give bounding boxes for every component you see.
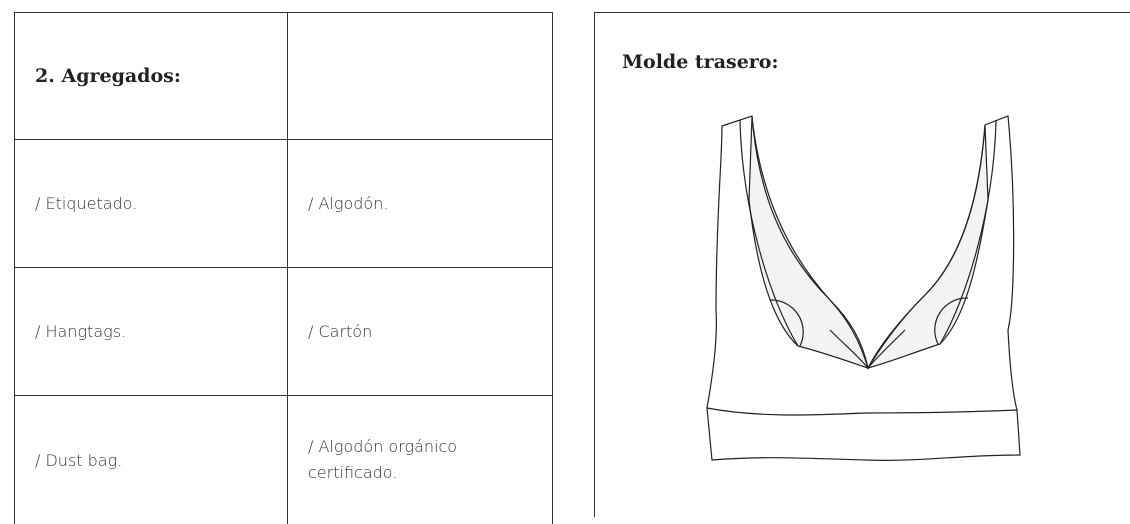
lining-left — [749, 117, 868, 368]
band-top — [707, 408, 1017, 415]
lining-right — [868, 125, 988, 368]
